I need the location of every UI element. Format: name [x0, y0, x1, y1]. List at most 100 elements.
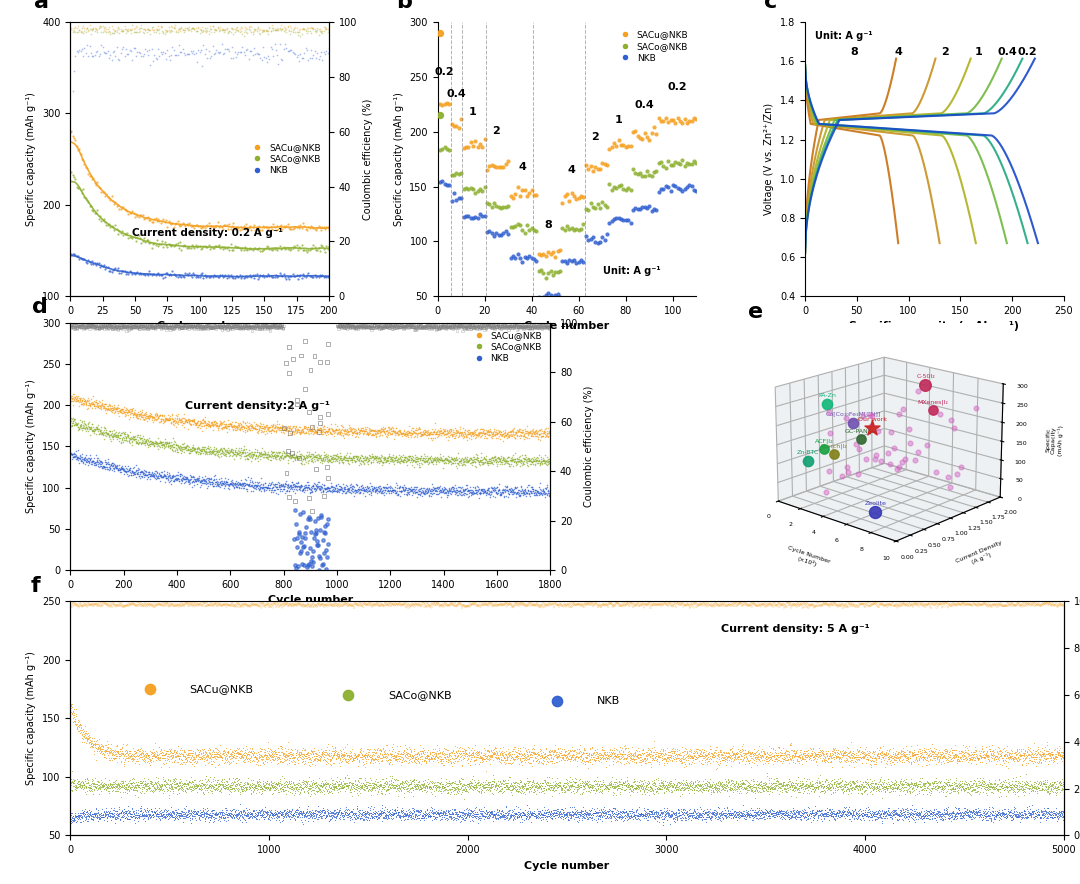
Point	[558, 598, 576, 612]
Point	[243, 742, 260, 756]
Point	[352, 772, 369, 786]
Point	[903, 806, 920, 820]
Point	[208, 444, 226, 458]
Point	[92, 741, 109, 755]
Point	[617, 811, 634, 825]
Point	[877, 811, 894, 825]
Point	[266, 804, 283, 819]
Point	[254, 596, 271, 610]
Point	[370, 778, 388, 792]
Point	[259, 423, 276, 437]
Point	[107, 24, 124, 38]
Point	[870, 808, 888, 822]
Point	[863, 810, 880, 824]
Point	[438, 812, 456, 826]
Point	[210, 774, 227, 788]
Point	[193, 810, 211, 824]
Point	[807, 748, 824, 762]
Point	[983, 737, 1000, 751]
Point	[662, 783, 679, 797]
Point	[586, 751, 604, 766]
Point	[68, 448, 85, 462]
Point	[150, 774, 167, 789]
Point	[782, 738, 799, 752]
Point	[591, 750, 608, 764]
Point	[667, 752, 685, 766]
Point	[630, 810, 647, 824]
Point	[280, 419, 297, 433]
Point	[104, 781, 121, 795]
Point	[671, 805, 688, 819]
Point	[831, 750, 848, 764]
Point	[78, 453, 95, 467]
Point	[420, 779, 437, 793]
Point	[1031, 815, 1049, 829]
Point	[338, 778, 355, 792]
Point	[374, 598, 391, 612]
Point	[438, 427, 456, 441]
Point	[593, 740, 610, 754]
Point	[575, 774, 592, 789]
Point	[186, 477, 203, 492]
Point	[217, 421, 234, 435]
Point	[762, 781, 780, 795]
Point	[535, 600, 552, 614]
Point	[193, 241, 211, 255]
Point	[665, 814, 683, 828]
Point	[213, 471, 230, 485]
Point	[194, 320, 212, 334]
Point	[378, 738, 395, 752]
Point	[669, 747, 686, 761]
Point	[364, 449, 381, 463]
Point	[432, 749, 449, 763]
Point	[571, 749, 589, 763]
Point	[103, 219, 120, 233]
Point	[104, 810, 121, 824]
Point	[260, 476, 278, 490]
Point	[1052, 744, 1069, 758]
Point	[326, 781, 343, 795]
Point	[721, 748, 739, 762]
Point	[995, 757, 1012, 771]
Point	[912, 779, 929, 793]
Point	[525, 318, 542, 332]
Point	[806, 811, 823, 825]
Point	[316, 809, 334, 823]
Point	[65, 318, 82, 332]
Point	[549, 747, 566, 761]
Point	[195, 805, 213, 819]
Point	[295, 216, 312, 230]
Point	[877, 805, 894, 819]
Point	[488, 803, 505, 817]
Point	[482, 454, 499, 469]
Point	[217, 218, 234, 232]
Point	[116, 264, 133, 278]
Point	[270, 598, 287, 612]
Point	[435, 484, 453, 498]
Point	[96, 809, 113, 823]
Point	[685, 600, 702, 614]
Point	[787, 774, 805, 788]
Point	[112, 226, 130, 240]
Point	[816, 774, 834, 789]
Point	[407, 780, 424, 794]
Point	[167, 745, 185, 759]
Point	[85, 807, 103, 821]
Point	[505, 453, 523, 468]
Point	[292, 805, 309, 819]
Point	[945, 780, 962, 794]
Point	[161, 409, 178, 423]
Point	[183, 780, 200, 794]
Point	[394, 483, 411, 497]
Point	[308, 224, 325, 238]
Point	[428, 806, 445, 820]
Point	[244, 420, 261, 434]
Point	[313, 485, 330, 499]
Point	[932, 757, 949, 771]
Point	[877, 804, 894, 819]
Point	[723, 802, 740, 816]
Point	[168, 408, 186, 423]
Point	[284, 240, 301, 255]
Point	[1032, 776, 1050, 790]
Point	[154, 438, 172, 452]
